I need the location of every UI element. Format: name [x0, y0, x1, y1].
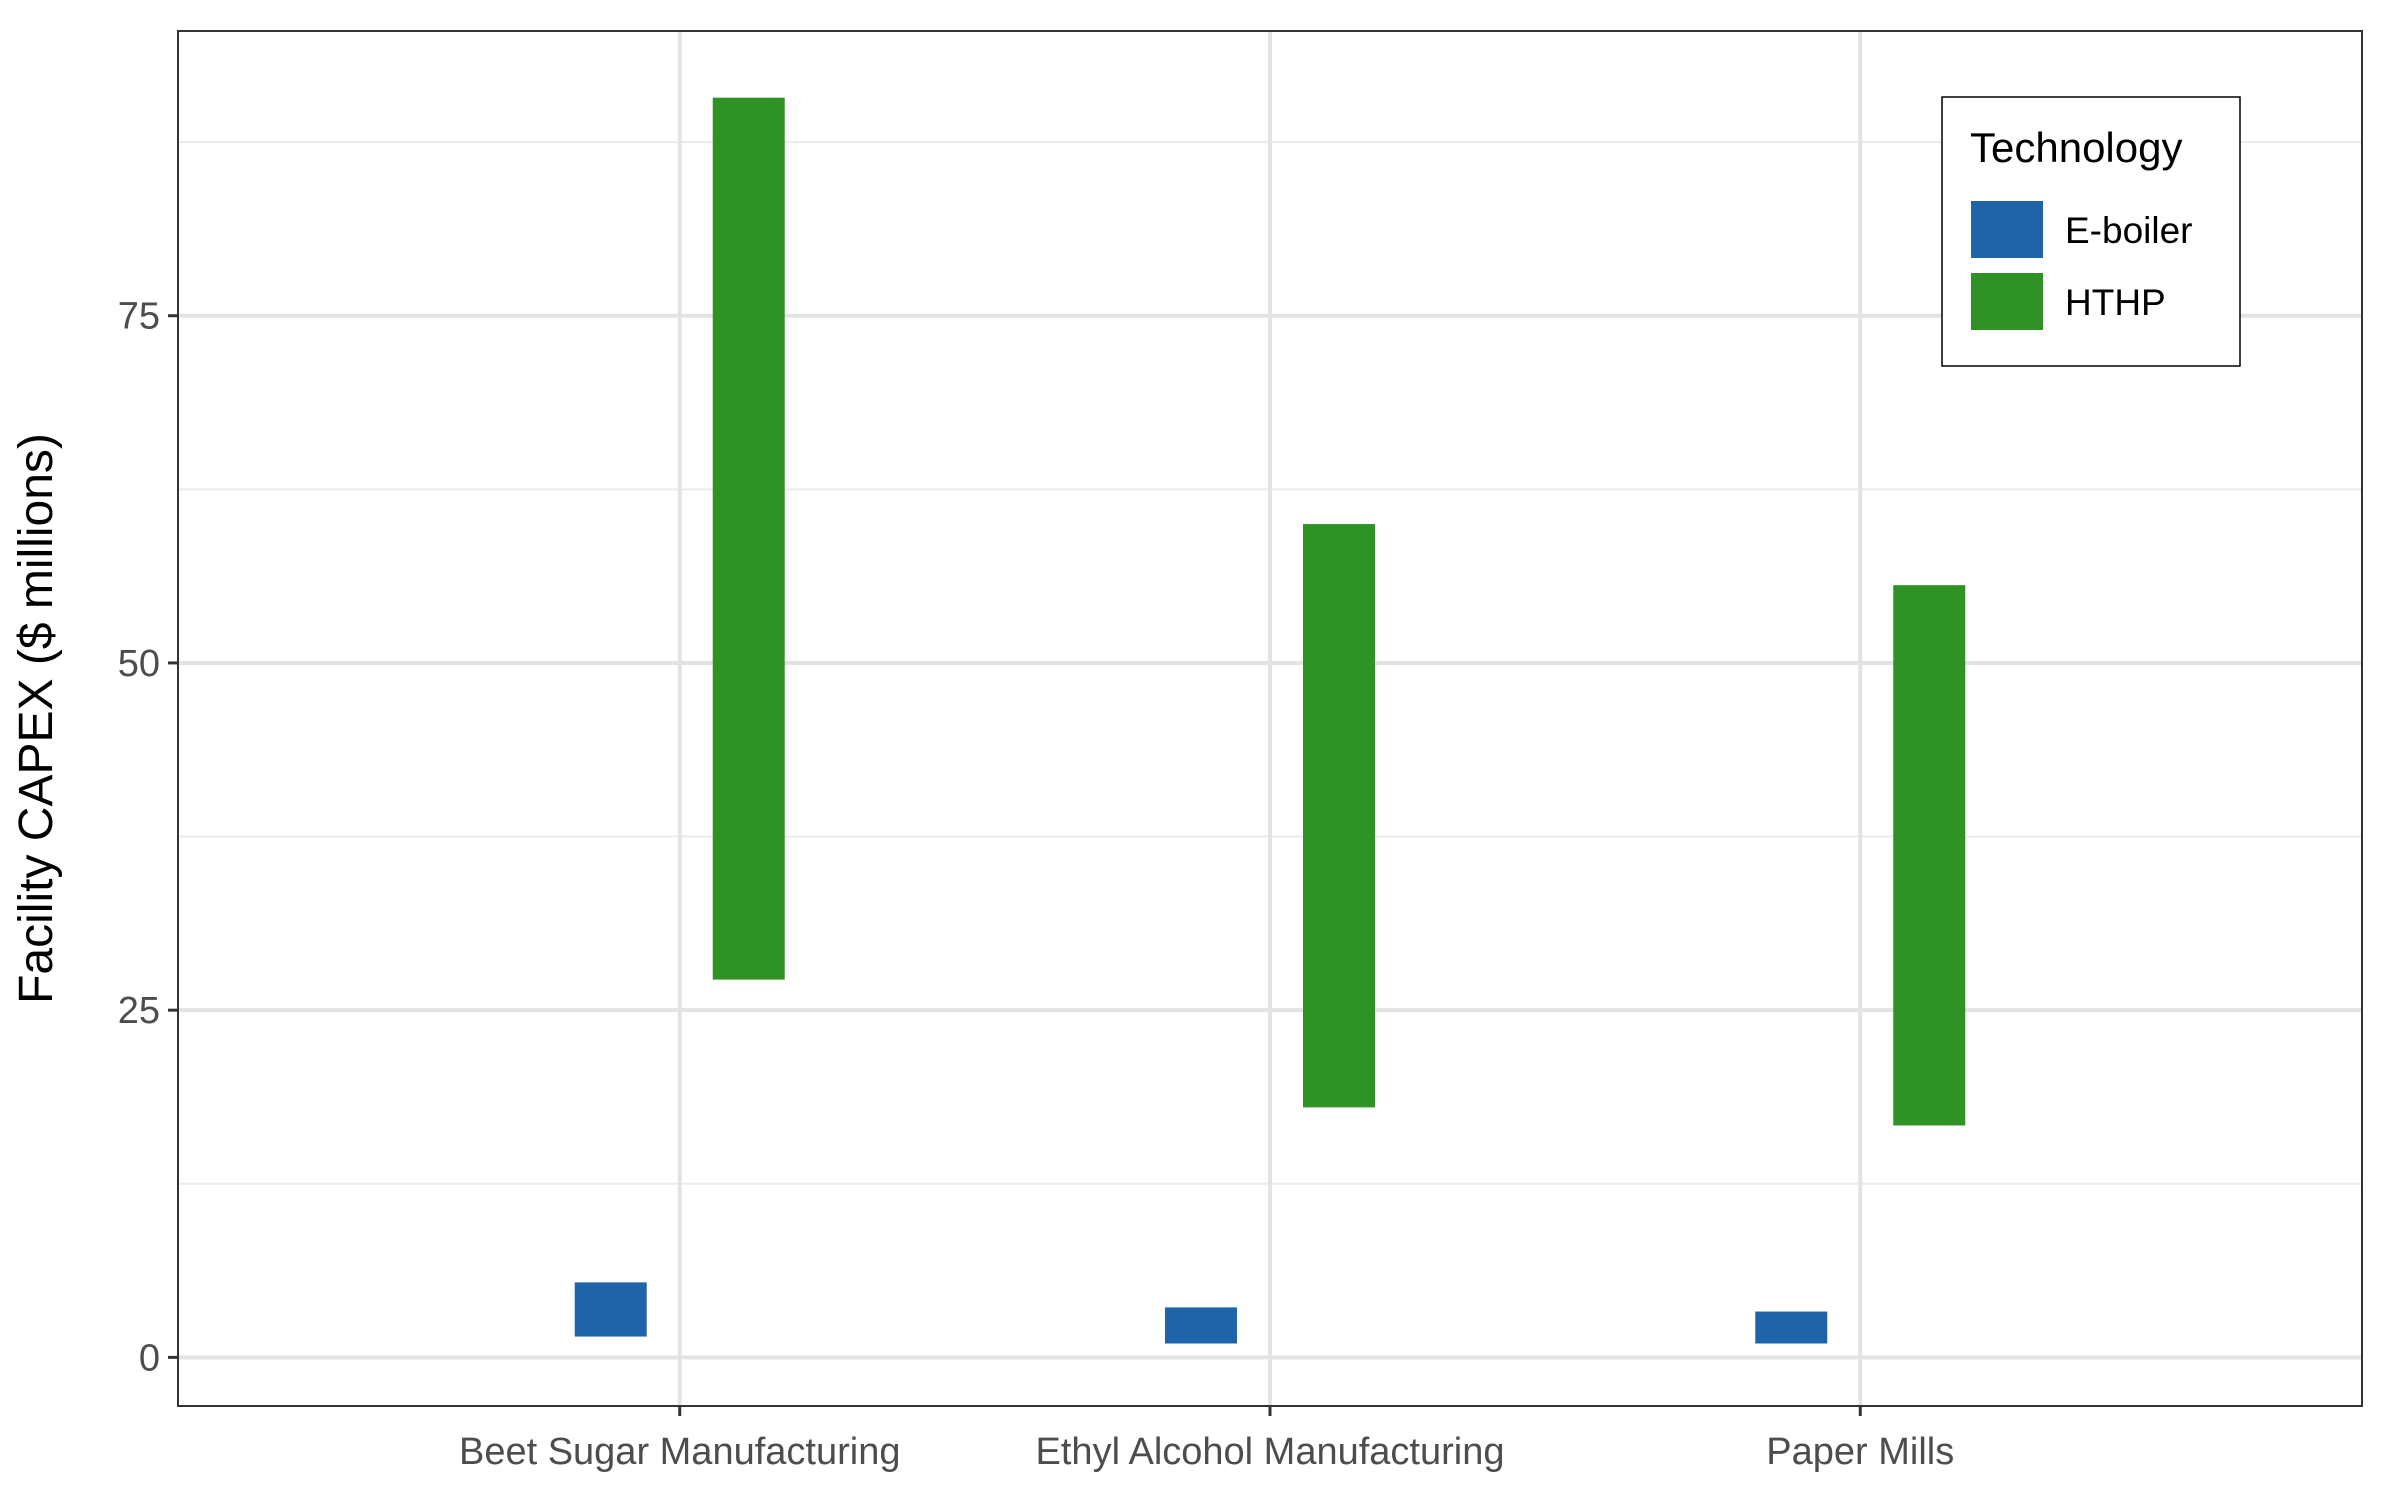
legend-label-e-boiler: E-boiler: [2065, 210, 2193, 251]
axis-layer: 0 25 50 75 Beet Sugar Manufacturing Ethyl Alc…: [118, 296, 1955, 1473]
x-tick-label: Paper Mills: [1766, 1431, 1954, 1473]
legend-label-hthp: HTHP: [2065, 282, 2166, 323]
bar-e-boiler-2: [1165, 1307, 1237, 1344]
bar-e-boiler-3: [1755, 1311, 1828, 1344]
bar-hthp-1: [712, 97, 785, 980]
bar-hthp-3: [1893, 585, 1966, 1126]
bar-hthp-2: [1303, 524, 1375, 1108]
bars-layer: [574, 97, 1966, 1344]
x-tick-label: Beet Sugar Manufacturing: [459, 1431, 901, 1473]
y-tick-label: 25: [118, 990, 160, 1032]
y-tick-label: 75: [118, 296, 160, 338]
legend: Technology E-boiler HTHP: [1941, 96, 2241, 367]
grid-layer: [178, 31, 2362, 1406]
legend-key-hthp: [1971, 273, 2043, 330]
y-tick-label: 0: [139, 1337, 160, 1379]
x-tick-label: Ethyl Alcohol Manufacturing: [1036, 1431, 1505, 1473]
legend-key-e-boiler: [1971, 201, 2043, 258]
bar-e-boiler-1: [574, 1282, 647, 1337]
legend-title: Technology: [1970, 124, 2182, 171]
y-axis-title: Facility CAPEX ($ millions): [10, 433, 63, 1004]
y-tick-label: 50: [118, 643, 160, 685]
